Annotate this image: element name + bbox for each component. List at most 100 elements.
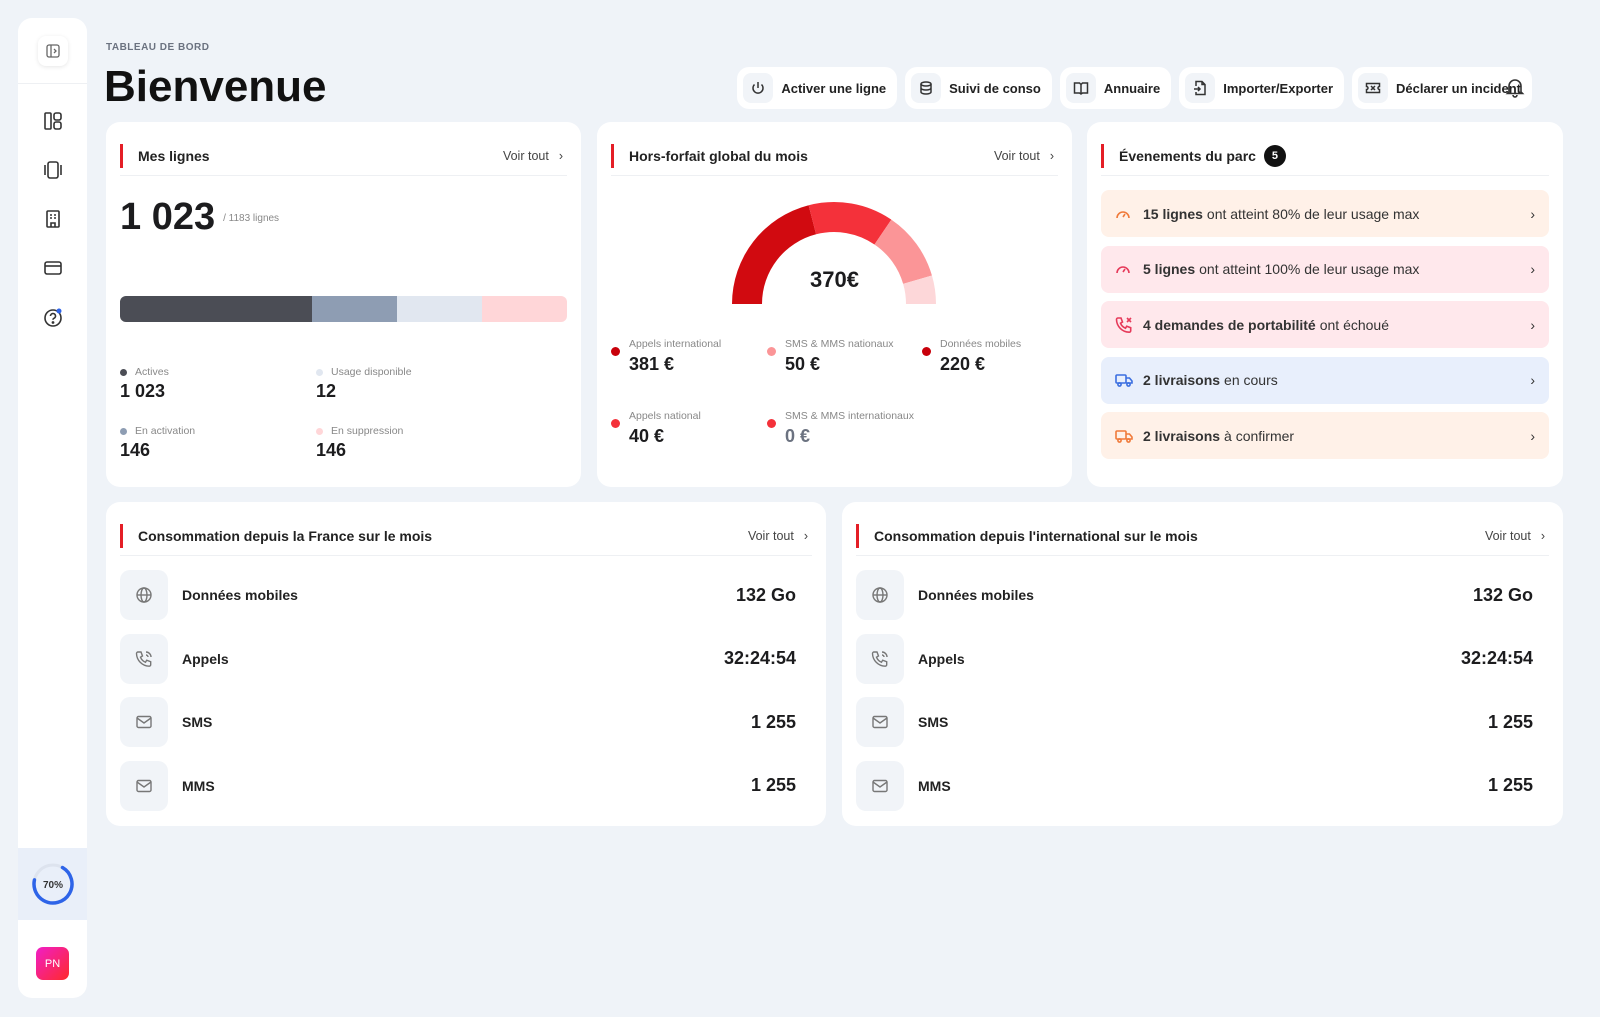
legend-value: 381 €	[629, 354, 675, 374]
building-icon	[45, 209, 60, 228]
legend-value: 0 €	[785, 426, 811, 446]
consumption-value: 132 Go	[735, 584, 796, 605]
gauge-segment	[732, 205, 817, 304]
directory-button[interactable]: Annuaire	[1059, 67, 1172, 109]
accent-bar	[611, 143, 614, 168]
legend-dot	[120, 427, 127, 435]
consumption-value: 132 Go	[1472, 584, 1533, 605]
mail-icon	[856, 760, 904, 811]
see-all-label: Voir tout	[1484, 528, 1531, 543]
legend-label: Appels national	[629, 410, 701, 422]
status-bar-segment	[120, 296, 313, 322]
stat-label: Usage disponible	[331, 366, 412, 378]
event-item[interactable]: 2 livraisons en cours ›	[1101, 356, 1549, 404]
card-title: Mes lignes	[138, 147, 210, 164]
legend-dot	[316, 368, 323, 376]
avatar[interactable]: PN	[36, 947, 69, 980]
chevron-right-icon: ›	[558, 148, 563, 163]
event-count: 4 demandes de portabilité	[1143, 316, 1316, 333]
see-all-label: Voir tout	[993, 148, 1040, 163]
sidebar-toggle-button[interactable]	[38, 36, 68, 66]
phone-icon	[856, 633, 904, 684]
consumption-label: SMS	[182, 714, 213, 730]
consumption-value: 1 255	[750, 711, 796, 732]
usage-indicator[interactable]: 70%	[18, 848, 87, 920]
import-export-button[interactable]: Importer/Exporter	[1179, 67, 1345, 109]
consumption-value: 1 255	[1487, 711, 1533, 732]
truck-icon	[1115, 428, 1135, 444]
usage-ring: 70%	[31, 863, 74, 905]
legend-dot	[767, 347, 776, 356]
activate-line-button[interactable]: Activer une ligne	[737, 67, 898, 109]
usage-tracking-button[interactable]: Suivi de conso	[905, 67, 1052, 109]
events-card: Évenements du parc 5 15 lignes ont atteint…	[1087, 122, 1563, 487]
see-all-link[interactable]: Voir tout ›	[503, 149, 567, 163]
consumption-label: MMS	[918, 777, 951, 794]
event-item[interactable]: 15 lignes ont atteint 80% de leur usage m…	[1101, 190, 1549, 237]
legend-label: SMS & MMS nationaux	[785, 338, 894, 350]
file-import-icon	[1194, 80, 1206, 96]
active-lines-count: 1 023	[120, 196, 216, 238]
status-bar-segment	[397, 296, 483, 322]
mail-icon	[120, 760, 168, 811]
legend-item: Données mobiles 220 €	[922, 338, 1072, 375]
legend-item: SMS & MMS nationaux 50 €	[767, 338, 917, 375]
status-bar-segment	[482, 296, 567, 322]
sidebar-item-organization[interactable]	[18, 194, 87, 243]
gauge-segment	[874, 219, 932, 284]
legend-item: Appels national 40 €	[611, 410, 761, 447]
dashboard-icon	[43, 111, 62, 130]
gauge-segment	[808, 202, 892, 245]
notifications-button[interactable]	[1504, 76, 1526, 103]
event-text: ont échoué	[1319, 316, 1390, 333]
see-all-link[interactable]: Voir tout ›	[1485, 529, 1549, 543]
events-count-badge: 5	[1263, 144, 1286, 167]
consumption-row: MMS 1 255	[120, 760, 796, 811]
lines-card: Mes lignes Voir tout › 1 023/ 1183 lignes …	[106, 122, 581, 487]
import-export-label: Importer/Exporter	[1223, 80, 1334, 96]
consumption-value: 1 255	[750, 775, 796, 795]
see-all-label: Voir tout	[502, 148, 549, 163]
event-item[interactable]: 4 demandes de portabilité ont échoué ›	[1101, 301, 1549, 348]
consumption-value: 32:24:54	[1460, 648, 1533, 668]
accent-bar	[120, 523, 123, 548]
chevron-right-icon: ›	[1530, 372, 1535, 388]
report-incident-button[interactable]: Déclarer un incident	[1352, 67, 1532, 109]
database-icon	[920, 81, 932, 95]
event-item[interactable]: 5 lignes ont atteint 100% de leur usage m…	[1101, 245, 1549, 293]
chevron-right-icon: ›	[1049, 148, 1054, 163]
legend-item: Appels international 381 €	[611, 338, 761, 375]
lines-status-bar	[120, 296, 567, 322]
stat-label: Actives	[135, 366, 169, 378]
consumption-label: Données mobiles	[182, 587, 298, 603]
stat-activating: En activation 146	[120, 425, 310, 461]
help-icon	[43, 308, 62, 327]
card-title: Consommation depuis la France sur le moi…	[138, 527, 433, 544]
see-all-link[interactable]: Voir tout ›	[748, 529, 812, 543]
total-lines: / 1183 lignes	[223, 213, 280, 225]
sidebar-item-dashboard[interactable]	[18, 96, 87, 145]
chevron-right-icon: ›	[1540, 528, 1545, 543]
event-text: ont atteint 80% de leur usage max	[1206, 205, 1420, 222]
consumption-international-card: Consommation depuis l'international sur …	[842, 502, 1563, 826]
sidebar-item-help[interactable]	[18, 292, 87, 341]
report-incident-label: Déclarer un incident	[1396, 80, 1521, 96]
directory-label: Annuaire	[1103, 80, 1161, 96]
overage-gauge	[732, 202, 936, 304]
usage-tracking-label: Suivi de conso	[949, 80, 1041, 96]
consumption-value: 32:24:54	[723, 648, 796, 668]
sidebar-item-lines[interactable]	[18, 145, 87, 194]
consumption-france-card: Consommation depuis la France sur le moi…	[106, 502, 826, 826]
consumption-value: 1 255	[1487, 775, 1533, 795]
gauge-icon	[1115, 206, 1135, 222]
overage-total: 370€	[810, 267, 859, 292]
overage-card: Hors-forfait global du mois Voir tout › 37…	[597, 122, 1072, 487]
see-all-link[interactable]: Voir tout ›	[994, 149, 1058, 163]
page-title: Bienvenue	[104, 62, 327, 111]
card-title: Hors-forfait global du mois	[629, 147, 808, 164]
event-item[interactable]: 2 livraisons à confirmer ›	[1101, 412, 1549, 459]
accent-bar	[120, 143, 123, 168]
bell-icon	[1505, 79, 1525, 98]
sidebar-item-billing[interactable]	[18, 243, 87, 292]
gauge-icon	[1115, 261, 1135, 277]
